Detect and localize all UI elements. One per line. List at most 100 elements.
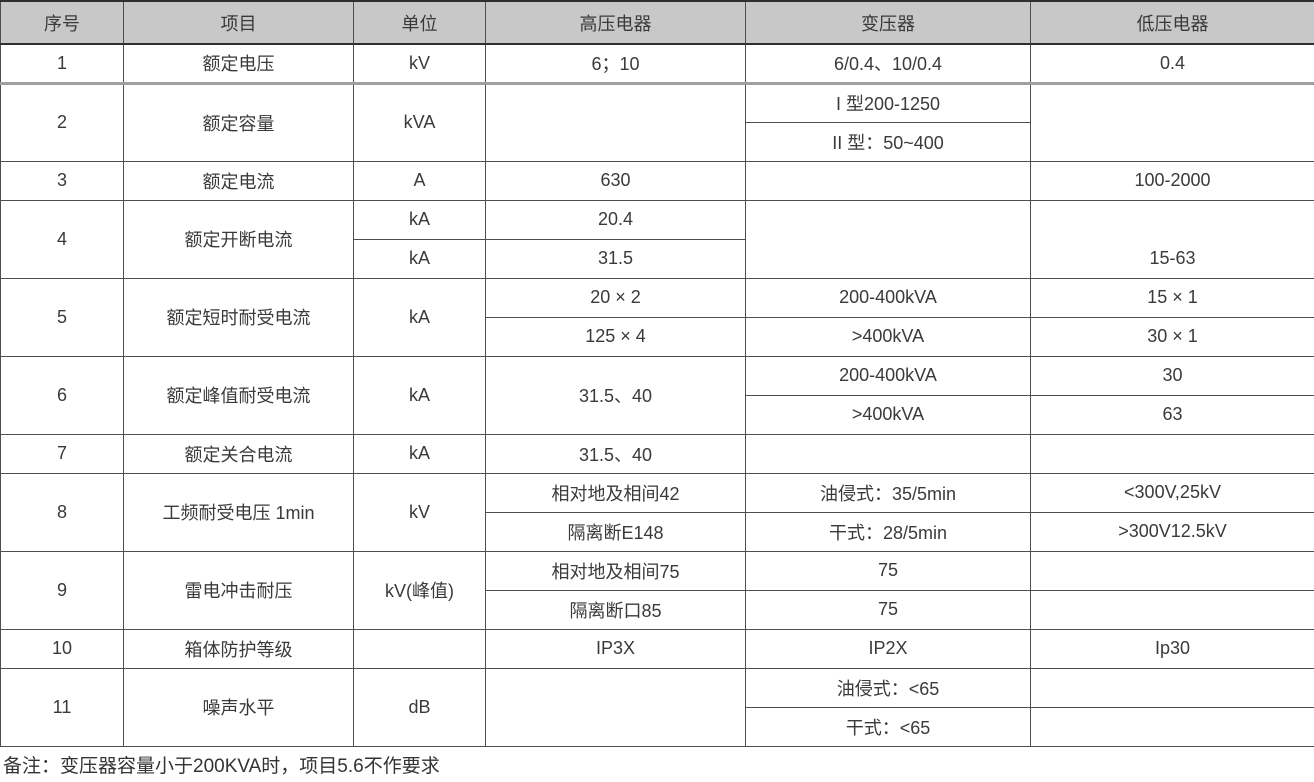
cell-r6-unit: kA bbox=[354, 356, 486, 434]
cell-r4-lv: 15-63 bbox=[1031, 200, 1314, 278]
row-5a: 5 额定短时耐受电流 kA 20 × 2 200-400kVA 15 × 1 bbox=[1, 278, 1314, 317]
cell-r9-lv-a-empty bbox=[1031, 551, 1314, 590]
cell-r2-transformer-type1: I 型200-1250 bbox=[746, 83, 1031, 122]
cell-r7-hv: 31.5、40 bbox=[486, 434, 746, 473]
cell-r10-transformer: IP2X bbox=[746, 629, 1031, 668]
cell-r9-lv-b-empty bbox=[1031, 590, 1314, 629]
cell-r11-no: 11 bbox=[1, 668, 124, 746]
cell-r11-transformer-b: 干式：<65 bbox=[746, 707, 1031, 746]
cell-r5-transformer-b: >400kVA bbox=[746, 317, 1031, 356]
header-transformer: 变压器 bbox=[746, 1, 1031, 44]
row-9a: 9 雷电冲击耐压 kV(峰值) 相对地及相间75 75 bbox=[1, 551, 1314, 590]
cell-r9-transformer-a: 75 bbox=[746, 551, 1031, 590]
cell-r10-item: 箱体防护等级 bbox=[124, 629, 354, 668]
row-1: 1 额定电压 kV 6；10 6/0.4、10/0.4 0.4 bbox=[1, 44, 1314, 83]
spec-table: 序号 项目 单位 高压电器 变压器 低压电器 1 额定电压 kV 6；10 6/… bbox=[0, 0, 1314, 747]
row-4a: 4 额定开断电流 kA 20.4 15-63 bbox=[1, 200, 1314, 239]
cell-r7-item: 额定关合电流 bbox=[124, 434, 354, 473]
cell-r5-lv-a: 15 × 1 bbox=[1031, 278, 1314, 317]
cell-r10-lv: Ip30 bbox=[1031, 629, 1314, 668]
cell-r4-no: 4 bbox=[1, 200, 124, 278]
cell-r8-lv-b: >300V12.5kV bbox=[1031, 512, 1314, 551]
row-6a: 6 额定峰值耐受电流 kA 31.5、40 200-400kVA 30 bbox=[1, 356, 1314, 395]
row-3: 3 额定电流 A 630 100-2000 bbox=[1, 161, 1314, 200]
header-unit: 单位 bbox=[354, 1, 486, 44]
cell-r5-item: 额定短时耐受电流 bbox=[124, 278, 354, 356]
cell-r8-item: 工频耐受电压 1min bbox=[124, 473, 354, 551]
cell-r1-no: 1 bbox=[1, 44, 124, 83]
cell-r3-lv: 100-2000 bbox=[1031, 161, 1314, 200]
cell-r2-lv-empty bbox=[1031, 83, 1314, 161]
cell-r2-item: 额定容量 bbox=[124, 83, 354, 161]
cell-r9-unit: kV(峰值) bbox=[354, 551, 486, 629]
row-7: 7 额定关合电流 kA 31.5、40 bbox=[1, 434, 1314, 473]
cell-r6-hv: 31.5、40 bbox=[486, 356, 746, 434]
cell-r5-transformer-a: 200-400kVA bbox=[746, 278, 1031, 317]
cell-r9-no: 9 bbox=[1, 551, 124, 629]
cell-r7-no: 7 bbox=[1, 434, 124, 473]
cell-r1-unit: kV bbox=[354, 44, 486, 83]
cell-r8-hv-b: 隔离断E148 bbox=[486, 512, 746, 551]
cell-r6-lv-a: 30 bbox=[1031, 356, 1314, 395]
header-lv: 低压电器 bbox=[1031, 1, 1314, 44]
cell-r4-unit-b: kA bbox=[354, 239, 486, 278]
cell-r8-unit: kV bbox=[354, 473, 486, 551]
cell-r2-transformer-type2: II 型：50~400 bbox=[746, 122, 1031, 161]
cell-r3-no: 3 bbox=[1, 161, 124, 200]
cell-r1-hv: 6；10 bbox=[486, 44, 746, 83]
cell-r11-hv-empty bbox=[486, 668, 746, 746]
cell-r11-lv-b-empty bbox=[1031, 707, 1314, 746]
cell-r9-hv-b: 隔离断口85 bbox=[486, 590, 746, 629]
cell-r8-transformer-a: 油侵式：35/5min bbox=[746, 473, 1031, 512]
cell-r5-hv-a: 20 × 2 bbox=[486, 278, 746, 317]
cell-r4-hv-b: 31.5 bbox=[486, 239, 746, 278]
cell-r5-hv-b: 125 × 4 bbox=[486, 317, 746, 356]
header-hv: 高压电器 bbox=[486, 1, 746, 44]
cell-r6-lv-b: 63 bbox=[1031, 395, 1314, 434]
cell-r2-no: 2 bbox=[1, 83, 124, 161]
row-10: 10 箱体防护等级 IP3X IP2X Ip30 bbox=[1, 629, 1314, 668]
header-item: 项目 bbox=[124, 1, 354, 44]
cell-r5-unit: kA bbox=[354, 278, 486, 356]
cell-r2-unit: kVA bbox=[354, 83, 486, 161]
cell-r11-transformer-a: 油侵式：<65 bbox=[746, 668, 1031, 707]
cell-r1-lv: 0.4 bbox=[1031, 44, 1314, 83]
cell-r7-transformer-empty bbox=[746, 434, 1031, 473]
cell-r8-hv-a: 相对地及相间42 bbox=[486, 473, 746, 512]
cell-r3-item: 额定电流 bbox=[124, 161, 354, 200]
cell-r4-hv-a: 20.4 bbox=[486, 200, 746, 239]
cell-r11-item: 噪声水平 bbox=[124, 668, 354, 746]
cell-r5-lv-b: 30 × 1 bbox=[1031, 317, 1314, 356]
row-11a: 11 噪声水平 dB 油侵式：<65 bbox=[1, 668, 1314, 707]
cell-r3-unit: A bbox=[354, 161, 486, 200]
row-8a: 8 工频耐受电压 1min kV 相对地及相间42 油侵式：35/5min <3… bbox=[1, 473, 1314, 512]
cell-r11-unit: dB bbox=[354, 668, 486, 746]
cell-r8-no: 8 bbox=[1, 473, 124, 551]
cell-r6-item: 额定峰值耐受电流 bbox=[124, 356, 354, 434]
cell-r11-lv-a-empty bbox=[1031, 668, 1314, 707]
cell-r9-hv-a: 相对地及相间75 bbox=[486, 551, 746, 590]
cell-r6-no: 6 bbox=[1, 356, 124, 434]
cell-r1-item: 额定电压 bbox=[124, 44, 354, 83]
cell-r3-hv: 630 bbox=[486, 161, 746, 200]
cell-r10-hv: IP3X bbox=[486, 629, 746, 668]
cell-r8-transformer-b: 干式：28/5min bbox=[746, 512, 1031, 551]
note-text: 备注：变压器容量小于200KVA时，项目5.6不作要求 bbox=[0, 747, 1314, 782]
header-row: 序号 项目 单位 高压电器 变压器 低压电器 bbox=[1, 1, 1314, 44]
cell-r1-transformer: 6/0.4、10/0.4 bbox=[746, 44, 1031, 83]
cell-r10-no: 10 bbox=[1, 629, 124, 668]
cell-r6-transformer-a: 200-400kVA bbox=[746, 356, 1031, 395]
cell-r4-transformer-empty bbox=[746, 200, 1031, 278]
cell-r7-unit: kA bbox=[354, 434, 486, 473]
cell-r9-transformer-b: 75 bbox=[746, 590, 1031, 629]
cell-r3-transformer-empty bbox=[746, 161, 1031, 200]
cell-r5-no: 5 bbox=[1, 278, 124, 356]
row-2a: 2 额定容量 kVA I 型200-1250 bbox=[1, 83, 1314, 122]
cell-r4-item: 额定开断电流 bbox=[124, 200, 354, 278]
cell-r6-transformer-b: >400kVA bbox=[746, 395, 1031, 434]
cell-r2-hv-empty bbox=[486, 83, 746, 161]
cell-r4-unit-a: kA bbox=[354, 200, 486, 239]
header-no: 序号 bbox=[1, 1, 124, 44]
cell-r8-lv-a: <300V,25kV bbox=[1031, 473, 1314, 512]
cell-r10-unit-empty bbox=[354, 629, 486, 668]
